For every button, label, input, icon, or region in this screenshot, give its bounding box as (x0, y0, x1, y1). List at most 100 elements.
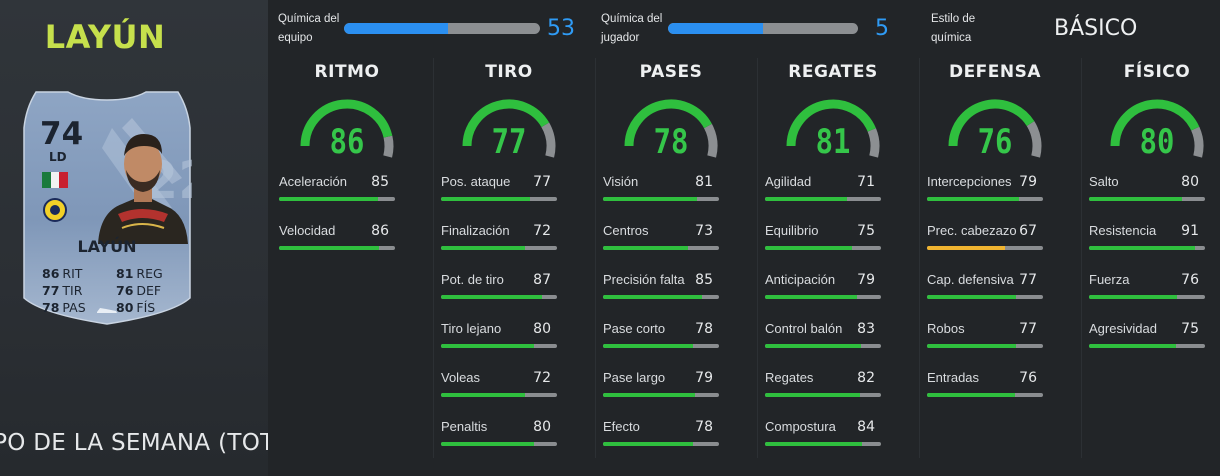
stat-column-ritmo: RITMO 86 (288, 62, 406, 162)
stat-value: 72 (533, 223, 551, 239)
player-chemistry-bar (668, 23, 858, 34)
stat-bar-fill (1089, 295, 1178, 299)
chemistry-style-value[interactable]: BÁSICO (1054, 16, 1138, 41)
gauge-fill (624, 99, 712, 147)
category-gauge: 86 (288, 96, 406, 162)
stat-row: Precisión falta 85 (603, 272, 719, 299)
stat-label: Agresividad (1089, 321, 1157, 336)
stat-label: Visión (603, 174, 639, 189)
stat-bar-fill (927, 393, 1016, 397)
stat-label: Salto (1089, 174, 1119, 189)
stat-value: 80 (533, 321, 551, 337)
stat-bar (279, 246, 395, 250)
stat-label: Cap. defensiva (927, 272, 1014, 287)
stat-value: 78 (695, 419, 713, 435)
column-divider (919, 58, 920, 458)
gauge-fill (462, 99, 550, 147)
stat-bar (765, 442, 881, 446)
stat-bar (441, 393, 557, 397)
stat-bar-fill (279, 246, 379, 250)
gauge-track (383, 135, 394, 158)
gauge-track (1026, 121, 1042, 158)
stat-row: Entradas 76 (927, 370, 1043, 397)
stat-value: 76 (1181, 272, 1199, 288)
card-stat: 81 REG (116, 266, 163, 281)
column-divider (1081, 58, 1082, 458)
player-name: LAYÚN (44, 18, 166, 56)
card-position: LD (49, 150, 67, 164)
stat-row: Centros 73 (603, 223, 719, 250)
boot-icon (97, 308, 117, 313)
club-badge-icon (43, 198, 67, 222)
column-divider (757, 58, 758, 458)
column-title: RITMO (314, 62, 380, 82)
category-value: 80 (1139, 122, 1175, 162)
stat-bar-fill (927, 197, 1019, 201)
stat-label: Pot. de tiro (441, 272, 504, 287)
stat-label: Pos. ataque (441, 174, 511, 189)
stat-bar-fill (603, 197, 697, 201)
stat-label: Regates (765, 370, 814, 385)
stat-label: Agilidad (765, 174, 812, 189)
stat-bar (441, 246, 557, 250)
stat-bar-fill (441, 246, 525, 250)
stat-bar-fill (765, 442, 863, 446)
stat-bar-fill (603, 246, 688, 250)
stat-bar-fill (1089, 344, 1176, 348)
stat-column-defensa: DEFENSA 76 (936, 62, 1054, 162)
stat-bar (765, 197, 881, 201)
column-title: PASES (639, 62, 703, 82)
stat-label: Intercepciones (927, 174, 1012, 189)
stat-bar-fill (927, 246, 1005, 250)
gauge-fill (948, 99, 1035, 147)
stat-value: 80 (533, 419, 551, 435)
stat-bar (1089, 197, 1205, 201)
stat-label: Precisión falta (603, 272, 685, 287)
stat-bar-fill (1089, 197, 1182, 201)
stat-bar-fill (765, 197, 848, 201)
stat-bar (603, 246, 719, 250)
stat-bar (765, 246, 881, 250)
player-chemistry-value: 5 (875, 16, 889, 41)
stat-value: 79 (695, 370, 713, 386)
stat-row: Intercepciones 79 (927, 174, 1043, 201)
stat-label: Aceleración (279, 174, 347, 189)
stat-bar-fill (441, 295, 542, 299)
stat-value: 85 (695, 272, 713, 288)
category-value: 77 (491, 122, 527, 162)
stat-bar (603, 344, 719, 348)
card-stat: 86 RIT (42, 266, 83, 281)
stat-bar-fill (441, 442, 534, 446)
stat-bar (765, 393, 881, 397)
stat-bar-fill (603, 344, 694, 348)
stat-value: 79 (857, 272, 875, 288)
column-divider (433, 58, 434, 458)
stat-value: 72 (533, 370, 551, 386)
card-rating: 74 (40, 116, 84, 152)
stat-bar (1089, 344, 1205, 348)
category-gauge: 77 (450, 96, 568, 162)
stat-bar-fill (927, 344, 1017, 348)
stat-bar-fill (441, 344, 534, 348)
card-stat: 77 TIR (42, 283, 83, 298)
stat-value: 77 (533, 174, 551, 190)
stat-bar (603, 295, 719, 299)
stat-value: 77 (1019, 321, 1037, 337)
gauge-track (867, 128, 880, 158)
stat-bar (927, 246, 1043, 250)
stat-value: 78 (695, 321, 713, 337)
stat-row: Pos. ataque 77 (441, 174, 557, 201)
stat-value: 73 (695, 223, 713, 239)
stat-label: Fuerza (1089, 272, 1130, 287)
stat-row: Velocidad 86 (279, 223, 395, 250)
gauge-fill (786, 99, 876, 147)
stat-row: Aceleración 85 (279, 174, 395, 201)
stat-value: 87 (533, 272, 551, 288)
stat-bar (927, 197, 1043, 201)
stat-value: 71 (857, 174, 875, 190)
stat-label: Equilibrio (765, 223, 819, 238)
stat-label: Efecto (603, 419, 640, 434)
stat-bar-fill (765, 246, 852, 250)
player-chemistry-label: Química del jugador (601, 13, 663, 44)
